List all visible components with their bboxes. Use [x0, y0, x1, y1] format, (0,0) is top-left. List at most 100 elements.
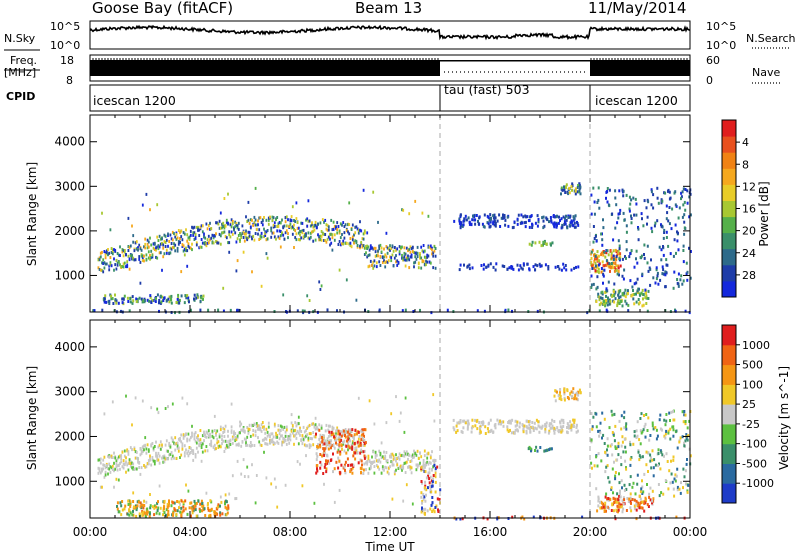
power-cell [486, 214, 489, 218]
power-band-cell [339, 243, 342, 247]
power-cell [522, 215, 525, 219]
velocity-colorbar-swatch [722, 483, 736, 504]
power-band-cell [122, 265, 125, 269]
velocity-band-cell [373, 465, 376, 468]
power-cell [193, 297, 195, 301]
power-band-cell [355, 225, 358, 229]
velocity-band-cell [351, 435, 354, 439]
velocity-cell [152, 505, 154, 509]
power-cell [672, 286, 675, 290]
velocity-band-cell [308, 423, 311, 427]
velocity-cell [208, 514, 210, 518]
velocity-band-cell [313, 424, 316, 428]
velocity-band-cell [181, 444, 184, 448]
velocity-band-cell [150, 406, 153, 410]
power-cell [593, 212, 596, 216]
velocity-band-cell [306, 444, 309, 448]
velocity-band-cell [163, 456, 166, 460]
velocity-cell [618, 492, 621, 495]
power-cell [576, 190, 579, 194]
velocity-cell [344, 468, 346, 472]
power-band-cell [239, 238, 241, 242]
power-band-cell [401, 208, 403, 212]
velocity-cell [431, 484, 434, 488]
power-band-cell [320, 230, 323, 233]
velocity-band-cell [320, 426, 323, 430]
noise-ytick-bottom: 10^0 [50, 39, 80, 52]
power-band-cell [167, 244, 169, 248]
power-cell [465, 218, 468, 222]
velocity-band-cell [182, 436, 185, 440]
velocity-cell [431, 481, 434, 485]
power-cell [504, 218, 507, 222]
velocity-band-cell [303, 430, 306, 434]
power-cell [672, 254, 675, 258]
power-band-cell [150, 243, 153, 247]
velocity-cell [360, 467, 363, 471]
velocity-cell [686, 438, 689, 442]
power-cell [657, 201, 660, 205]
velocity-band-cell [179, 438, 181, 442]
velocity-band-cell [210, 444, 213, 448]
power-cell [579, 192, 582, 196]
velocity-band-cell [289, 433, 292, 437]
power-cell [614, 297, 617, 301]
power-band-cell [150, 256, 153, 260]
velocity-cell [347, 437, 350, 441]
velocity-band-cell [390, 412, 393, 416]
power-band-cell [307, 231, 310, 235]
velocity-band-cell [395, 468, 397, 472]
velocity-cell [672, 434, 675, 438]
cpid-label: CPID [6, 90, 35, 103]
power-band-cell [175, 237, 178, 241]
power-band-cell [285, 215, 288, 219]
power-band-cell [392, 264, 395, 268]
velocity-band-cell [317, 427, 319, 431]
velocity-band-cell [299, 426, 301, 430]
velocity-band-cell [344, 428, 347, 431]
power-band-cell [410, 247, 413, 251]
power-band-cell [324, 239, 327, 242]
velocity-cell [539, 446, 542, 449]
velocity-band-cell [188, 452, 191, 456]
velocity-cell [674, 479, 677, 483]
velocity-cell [676, 446, 679, 450]
velocity-band-cell [393, 470, 396, 474]
power-band-cell [281, 231, 283, 235]
velocity-cell [641, 506, 644, 510]
power-cell [474, 222, 477, 226]
power-band-cell [278, 236, 281, 240]
power-cell [562, 262, 565, 266]
power-cell [655, 277, 658, 281]
velocity-band-cell [194, 431, 197, 435]
power-band-cell [279, 245, 282, 249]
velocity-band-cell [222, 426, 225, 430]
velocity-cell [120, 504, 123, 508]
velocity-band-cell [401, 465, 403, 469]
power-band-cell [132, 256, 135, 260]
power-band-cell [312, 229, 315, 233]
velocity-band-cell [415, 453, 418, 457]
power-cell [641, 304, 644, 308]
power-cell [638, 301, 641, 305]
velocity-band-cell [97, 458, 100, 462]
velocity-band-cell [434, 471, 437, 475]
velocity-band-cell [241, 440, 244, 444]
power-band-cell [369, 247, 372, 250]
power-cell [627, 309, 630, 313]
power-cell [177, 293, 180, 297]
power-band-cell [303, 235, 306, 238]
velocity-cell [622, 450, 625, 454]
velocity-cell [651, 424, 654, 428]
power-cell [619, 295, 622, 299]
velocity-band-cell [131, 448, 133, 452]
power-cell [630, 214, 632, 218]
velocity-band-cell [174, 448, 177, 452]
velocity-band-cell [143, 464, 145, 467]
power-cell [463, 263, 465, 267]
power-band-cell [261, 223, 264, 227]
velocity-band-cell [255, 474, 258, 477]
power-cell [561, 223, 564, 227]
velocity-band-cell [373, 422, 376, 426]
power-cell [138, 296, 141, 300]
